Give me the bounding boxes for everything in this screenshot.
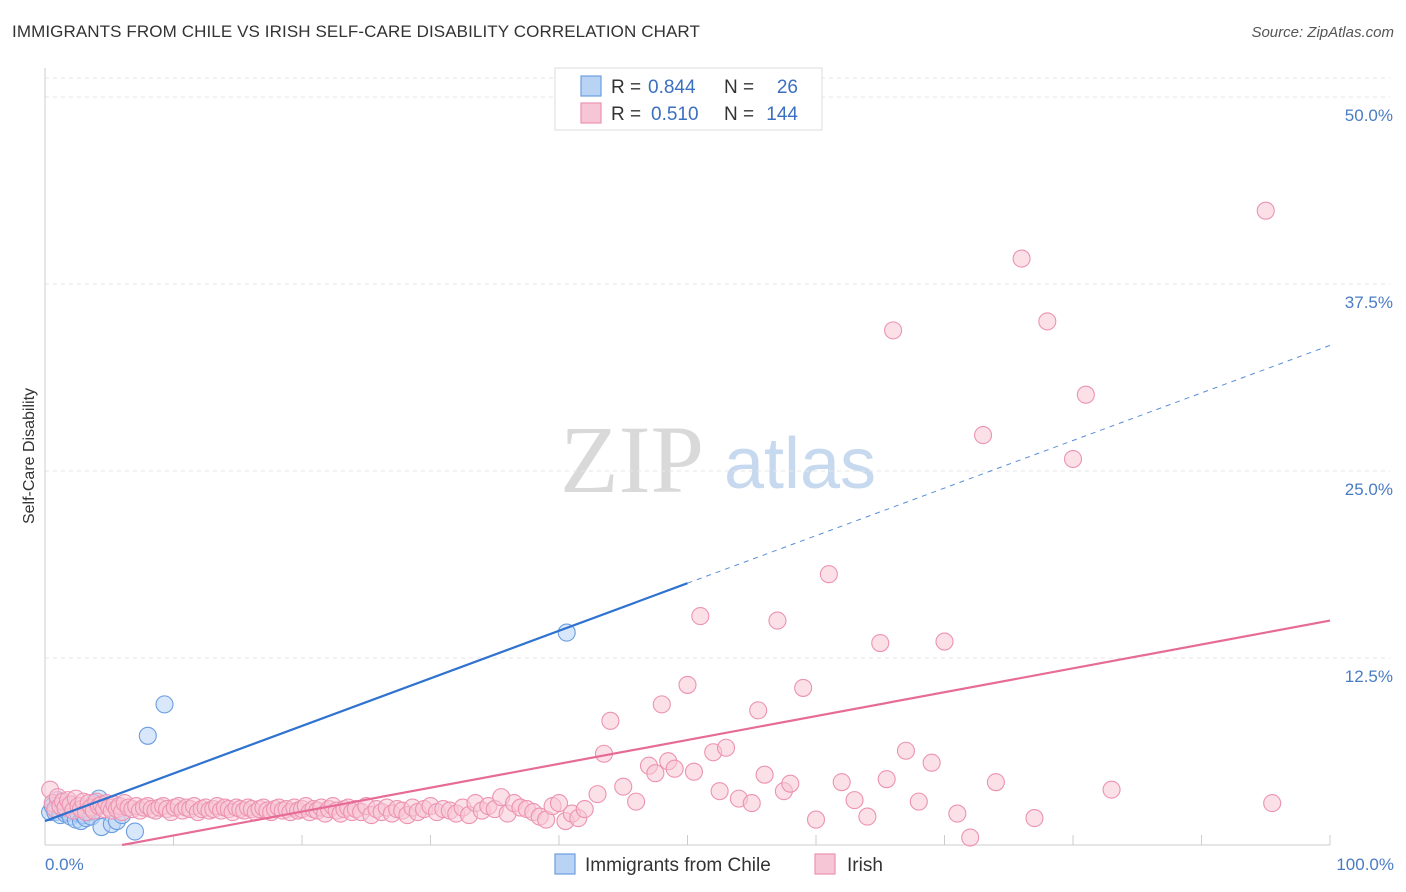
point-irish: [755, 765, 774, 784]
point-irish: [1012, 249, 1031, 268]
trend-line-irish: [121, 619, 1331, 847]
point-irish: [1076, 385, 1095, 404]
point-irish: [806, 810, 826, 829]
point-irish: [819, 565, 838, 584]
data-points: [41, 201, 1282, 847]
trend-line-chile-extension: [687, 344, 1331, 584]
tick-labels: 12.5% 25.0% 37.5% 50.0% 0.0% 100.0%: [45, 106, 1394, 874]
chart-title: IMMIGRANTS FROM CHILE VS IRISH SELF-CARE…: [12, 22, 700, 41]
y-tick-label: 12.5%: [1345, 667, 1393, 686]
point-irish: [877, 770, 896, 789]
legend-top-swatch-irish: [580, 102, 602, 124]
legend-top-n-label-irish: N =: [724, 104, 754, 125]
point-chile: [138, 726, 157, 745]
point-irish: [845, 791, 864, 810]
point-irish: [794, 678, 813, 697]
point-irish: [716, 738, 736, 757]
point-irish: [646, 764, 665, 783]
x-tick-label: 0.0%: [45, 855, 84, 874]
point-irish: [896, 741, 916, 760]
point-irish: [588, 785, 607, 804]
point-irish: [691, 607, 710, 626]
point-irish: [884, 321, 903, 340]
point-irish: [832, 773, 851, 792]
point-irish: [742, 794, 761, 813]
point-irish: [768, 611, 787, 630]
trend-line-chile: [44, 582, 688, 823]
legend-bottom-swatch-chile: [554, 853, 576, 875]
point-irish: [575, 800, 594, 819]
point-irish: [614, 777, 633, 796]
y-tick-label: 25.0%: [1345, 480, 1393, 499]
point-irish: [601, 711, 620, 730]
point-irish: [710, 782, 729, 801]
point-irish: [1025, 809, 1044, 828]
point-irish: [858, 807, 877, 826]
point-irish: [678, 675, 697, 694]
axes: [44, 68, 1331, 846]
point-irish: [1063, 449, 1083, 469]
y-tick-label: 50.0%: [1345, 106, 1393, 125]
point-irish: [935, 632, 954, 651]
legend-top-r-label-irish: R =: [611, 104, 641, 125]
point-irish: [973, 426, 993, 445]
y-axis-label: Self-Care Disability: [21, 388, 38, 524]
point-irish: [627, 792, 646, 811]
point-irish: [781, 774, 800, 793]
point-irish: [1038, 312, 1057, 331]
point-chile: [155, 695, 174, 714]
point-irish: [871, 633, 890, 653]
legend-bottom-label-irish: Irish: [847, 855, 883, 876]
legend-bottom-label-chile: Immigrants from Chile: [585, 855, 771, 876]
trend-lines: [44, 344, 1331, 847]
legend-top-n-label-chile: N =: [724, 77, 754, 98]
legend-top-n-value-irish: 144: [766, 104, 798, 125]
legend-top-r-value-irish: 0.510: [651, 104, 699, 125]
point-irish: [549, 794, 569, 813]
legend-top-r-value-chile: 0.844: [648, 77, 696, 98]
legend-top-swatch-chile: [580, 75, 602, 97]
point-irish: [1256, 201, 1275, 220]
point-irish: [961, 828, 980, 847]
legend-top: R = 0.844 N = 26 R = 0.510 N = 144: [554, 67, 823, 131]
legend-bottom: Immigrants from Chile Irish: [554, 853, 883, 876]
point-irish: [1102, 780, 1121, 799]
point-irish: [909, 792, 928, 811]
point-irish: [922, 753, 941, 772]
point-irish: [1263, 794, 1282, 813]
legend-bottom-swatch-irish: [814, 853, 836, 875]
point-irish: [665, 759, 684, 778]
watermark-atlas: atlas: [724, 424, 876, 504]
gridlines: [45, 77, 1390, 659]
legend-top-r-label-chile: R =: [611, 77, 641, 98]
y-tick-label: 37.5%: [1345, 293, 1393, 312]
point-irish: [948, 804, 967, 823]
watermark-zip: ZIP: [560, 406, 704, 513]
point-chile: [557, 623, 576, 642]
x-tick-label: 100.0%: [1336, 855, 1394, 874]
legend-top-n-value-chile: 26: [777, 77, 798, 98]
point-irish: [684, 762, 703, 781]
source-credit: Source: ZipAtlas.com: [1251, 24, 1394, 41]
point-chile: [125, 822, 144, 841]
point-irish: [986, 773, 1005, 792]
point-irish: [652, 695, 671, 714]
point-irish: [749, 701, 768, 720]
